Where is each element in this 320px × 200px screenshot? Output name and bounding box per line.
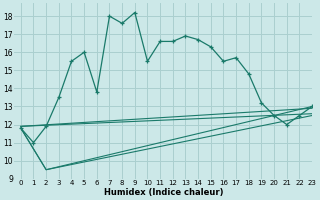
X-axis label: Humidex (Indice chaleur): Humidex (Indice chaleur) — [104, 188, 223, 197]
